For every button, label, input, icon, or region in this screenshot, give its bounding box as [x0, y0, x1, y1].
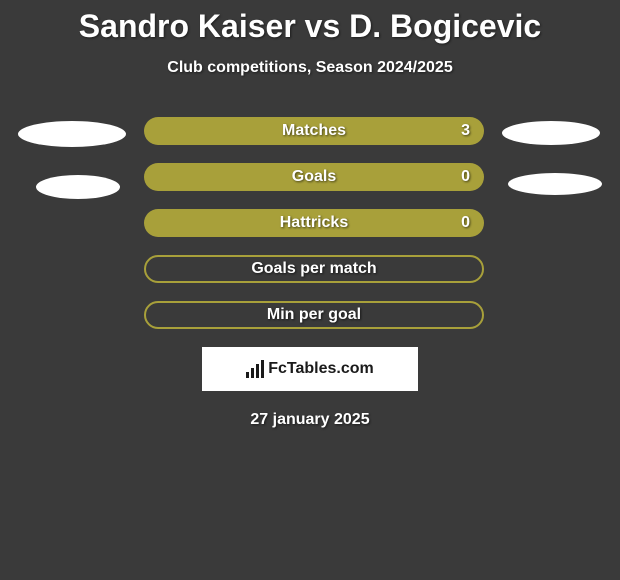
right-ellipse-column [502, 117, 602, 195]
bar-row: Goals 0 [144, 163, 484, 191]
page-title: Sandro Kaiser vs D. Bogicevic [0, 0, 620, 45]
bar-value: 3 [461, 122, 470, 140]
bar-value: 0 [461, 214, 470, 232]
bar-row: Matches 3 [144, 117, 484, 145]
decor-ellipse [508, 173, 602, 195]
bar-row: Goals per match [144, 255, 484, 283]
subtitle: Club competitions, Season 2024/2025 [0, 59, 620, 77]
bar-label: Hattricks [280, 214, 348, 232]
logo-box: FcTables.com [202, 347, 418, 391]
bars-container: Matches 3 Goals 0 Hattricks 0 Goals per match M… [144, 117, 484, 329]
bar-label: Goals [292, 168, 336, 186]
decor-ellipse [18, 121, 126, 147]
bar-label: Matches [282, 122, 346, 140]
bar-row: Hattricks 0 [144, 209, 484, 237]
decor-ellipse [36, 175, 120, 199]
logo: FcTables.com [246, 360, 374, 378]
comparison-chart: Matches 3 Goals 0 Hattricks 0 Goals per match M… [0, 117, 620, 329]
date-line: 27 january 2025 [0, 411, 620, 429]
bar-row: Min per goal [144, 301, 484, 329]
bar-value: 0 [461, 168, 470, 186]
logo-text: FcTables.com [268, 360, 374, 378]
bar-label: Goals per match [251, 260, 376, 278]
decor-ellipse [502, 121, 600, 145]
bar-label: Min per goal [267, 306, 361, 324]
left-ellipse-column [18, 117, 126, 199]
logo-bars-icon [246, 360, 264, 378]
